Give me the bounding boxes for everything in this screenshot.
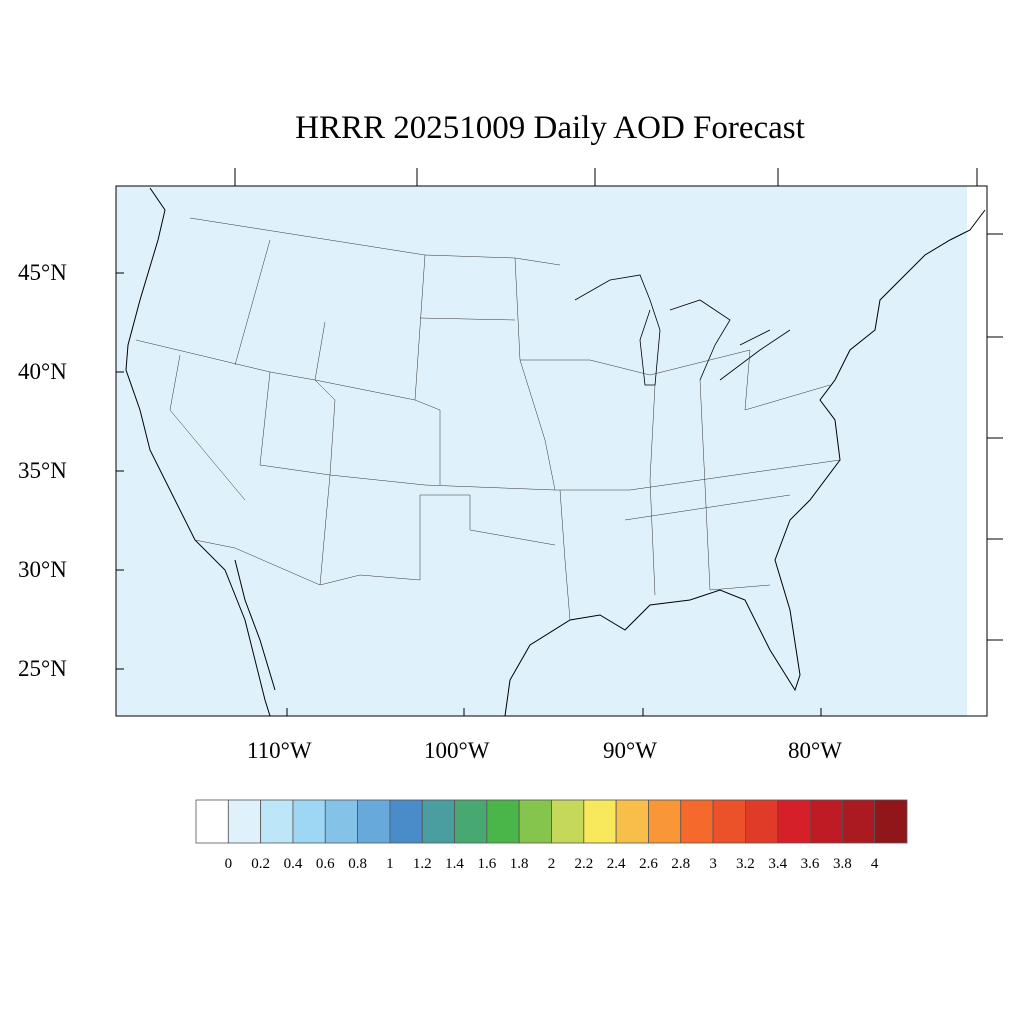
colorbar-box <box>615 799 649 844</box>
lat-label: 30°N <box>18 557 67 582</box>
colorbar-label: 3.2 <box>736 856 755 872</box>
colorbar-label: 0.2 <box>251 856 270 872</box>
map-title: HRRR 20251009 Daily AOD Forecast <box>295 110 805 146</box>
colorbar-box <box>841 799 876 844</box>
colorbar-box <box>745 799 779 844</box>
colorbar-label: 1.8 <box>509 856 529 872</box>
lat-label: 25°N <box>18 656 67 681</box>
colorbar-label: 1.6 <box>477 856 497 872</box>
lat-label: 35°N <box>18 458 67 483</box>
colorbar-box <box>486 799 520 844</box>
colorbar-box <box>227 799 262 844</box>
lat-label: 40°N <box>18 359 67 384</box>
colorbar-label: 1 <box>386 856 394 872</box>
colorbar-box <box>583 799 617 844</box>
colorbar-label: 0 <box>224 856 233 872</box>
colorbar-label: 0.6 <box>315 856 335 872</box>
state-borders <box>135 217 841 621</box>
colorbar-box <box>195 799 229 844</box>
colorbar-box <box>551 799 585 844</box>
colorbar-label: 2.2 <box>574 856 594 872</box>
colorbar-box <box>324 799 358 844</box>
colorbar-box <box>421 799 455 844</box>
map-background <box>116 186 967 716</box>
colorbar <box>195 799 908 844</box>
lon-label: 100°W <box>424 738 490 763</box>
colorbar-label: 2 <box>547 856 556 872</box>
colorbar-label: 2.8 <box>671 856 691 872</box>
colorbar-label: 2.4 <box>606 856 626 872</box>
colorbar-label: 1.4 <box>445 856 464 872</box>
colorbar-label: 3.4 <box>768 856 788 872</box>
colorbar-label: 0.4 <box>283 856 303 872</box>
lon-label: 90°W <box>603 738 657 763</box>
colorbar-box <box>712 799 746 844</box>
lon-label: 110°W <box>247 738 312 763</box>
colorbar-box <box>648 799 682 844</box>
colorbar-label: 3.6 <box>800 856 820 872</box>
colorbar-box <box>357 799 391 844</box>
colorbar-label: 3.8 <box>832 856 852 872</box>
colorbar-box <box>777 799 811 844</box>
map-ticks <box>116 168 1003 716</box>
colorbar-box <box>292 799 326 844</box>
colorbar-box <box>874 799 908 844</box>
map-panel <box>115 168 1003 717</box>
lat-label: 45°N <box>18 260 67 285</box>
colorbar-box <box>454 799 488 844</box>
map-frame <box>115 185 988 717</box>
colorbar-label: 3 <box>709 856 717 872</box>
coastline <box>125 187 986 717</box>
colorbar-box <box>260 799 294 844</box>
colorbar-label: 4 <box>870 856 879 872</box>
colorbar-label: 2.6 <box>639 856 658 872</box>
great-lakes <box>574 274 791 386</box>
colorbar-box <box>809 799 843 844</box>
colorbar-box <box>680 799 714 844</box>
colorbar-label: 0.8 <box>348 856 367 872</box>
colorbar-label: 1.2 <box>412 856 432 872</box>
lon-label: 80°W <box>788 738 842 763</box>
colorbar-box <box>518 799 552 844</box>
colorbar-box <box>389 799 423 844</box>
